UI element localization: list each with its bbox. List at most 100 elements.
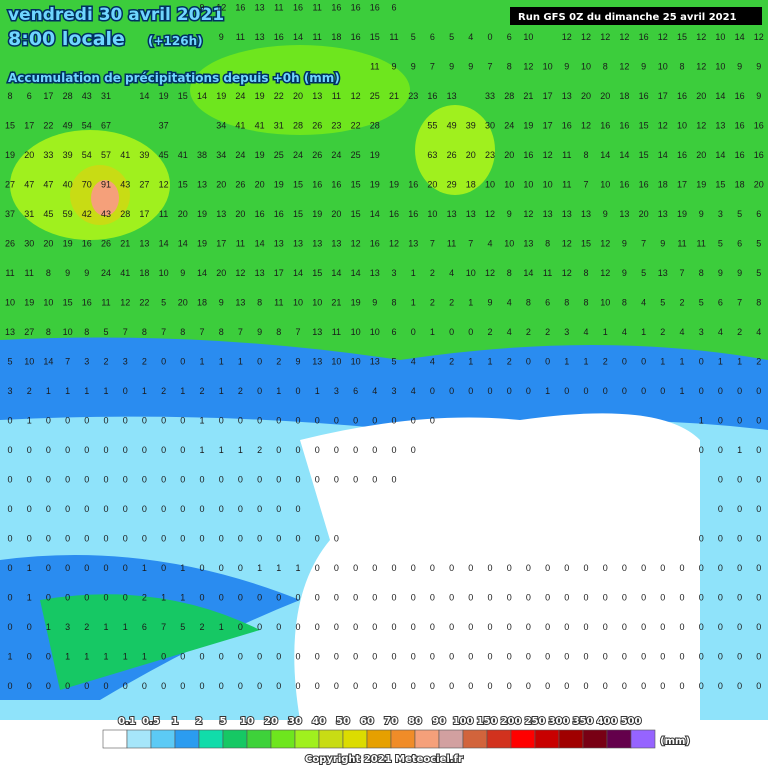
grid-value: 0 [679,563,684,573]
legend-swatch [390,729,416,749]
grid-value: 0 [180,681,185,691]
grid-value: 0 [142,533,147,543]
grid-value: 13 [543,209,553,219]
grid-value: 0 [449,327,454,337]
grid-value: 3 [391,268,396,278]
grid-value: 0 [219,504,224,514]
grid-value: 16 [274,32,284,42]
grid-value: 22 [43,120,53,130]
grid-value: 10 [5,297,15,307]
grid-value: 4 [487,238,492,248]
grid-value: 19 [159,91,169,101]
grid-value: 13 [255,32,265,42]
grid-value: 0 [622,592,627,602]
grid-value: 18 [466,179,476,189]
grid-value: 0 [46,563,51,573]
legend-swatch [486,729,512,749]
grid-value: 1 [699,415,704,425]
grid-value: 20 [504,150,514,160]
grid-value: 26 [447,150,457,160]
grid-value: 11 [332,327,341,337]
grid-value: 1 [180,563,185,573]
grid-value: 0 [65,504,70,514]
grid-value: 15 [351,209,361,219]
grid-value: 45 [43,209,53,219]
grid-value: 0 [334,533,339,543]
grid-value: 0 [545,651,550,661]
grid-value: 12 [581,32,591,42]
grid-value: 37 [159,120,169,130]
grid-value: 0 [372,445,377,455]
grid-value: 8 [46,327,51,337]
grid-value: 0 [603,386,608,396]
grid-value: 0 [315,681,320,691]
grid-value: 0 [583,386,588,396]
grid-value: 13 [312,356,322,366]
grid-value: 8 [679,61,684,71]
grid-value: 2 [449,297,454,307]
grid-value: 0 [123,415,128,425]
grid-value: 11 [274,2,283,12]
grid-value: 0 [487,32,492,42]
grid-value: 0 [756,533,761,543]
grid-value: 2 [276,356,281,366]
grid-value: 0 [756,504,761,514]
grid-value: 0 [430,592,435,602]
grid-value: 0 [391,592,396,602]
grid-value: 20 [178,297,188,307]
grid-value: 2 [199,386,204,396]
grid-value: 8 [84,327,89,337]
grid-value: 13 [197,179,207,189]
grid-value: 37 [5,209,15,219]
grid-value: 0 [372,651,377,661]
grid-value: 0 [276,622,281,632]
grid-value: 0 [507,386,512,396]
grid-value: 7 [641,238,646,248]
grid-value: 3 [564,327,569,337]
grid-value: 0 [641,681,646,691]
grid-value: 0 [391,563,396,573]
grid-value: 0 [7,681,12,691]
legend-label: 300 [549,716,570,727]
grid-value: 20 [696,150,706,160]
grid-value: 12 [543,150,553,160]
grid-value: 9 [391,61,396,71]
grid-value: 9 [449,61,454,71]
grid-value: 1 [718,356,723,366]
grid-value: 1 [315,386,320,396]
grid-value: 17 [274,268,284,278]
grid-value: 1 [411,297,416,307]
grid-value: 16 [255,209,265,219]
grid-value: 11 [562,150,571,160]
grid-value: 7 [238,327,243,337]
grid-value: 2 [430,297,435,307]
grid-value: 0 [257,356,262,366]
grid-value: 0 [756,474,761,484]
grid-value: 16 [408,179,418,189]
grid-value: 0 [660,592,665,602]
grid-value: 0 [641,592,646,602]
grid-value: 0 [7,445,12,455]
grid-value: 12 [619,32,629,42]
grid-value: 0 [27,474,32,484]
grid-value: 0 [756,415,761,425]
grid-value: 10 [159,268,169,278]
grid-value: 16 [389,209,399,219]
value-grid: 9 12 16 13 11 16 11 16 16 16 69 11 13 16 14 11 18 16 15 11 5… [5,2,764,691]
grid-value: 57 [101,150,111,160]
grid-value: 0 [276,533,281,543]
grid-value: 0 [123,681,128,691]
grid-value: 47 [24,179,34,189]
legend-label: 5 [220,716,227,727]
grid-value: 0 [103,445,108,455]
legend-swatch [630,729,656,749]
grid-value: 10 [293,297,303,307]
grid-value: 0 [699,386,704,396]
grid-value: 0 [545,563,550,573]
grid-value: 0 [756,651,761,661]
grid-value: 10 [63,327,73,337]
grid-value: 17 [543,120,553,130]
grid-value: 8 [603,61,608,71]
grid-value: 0 [334,415,339,425]
grid-value: 21 [523,91,533,101]
